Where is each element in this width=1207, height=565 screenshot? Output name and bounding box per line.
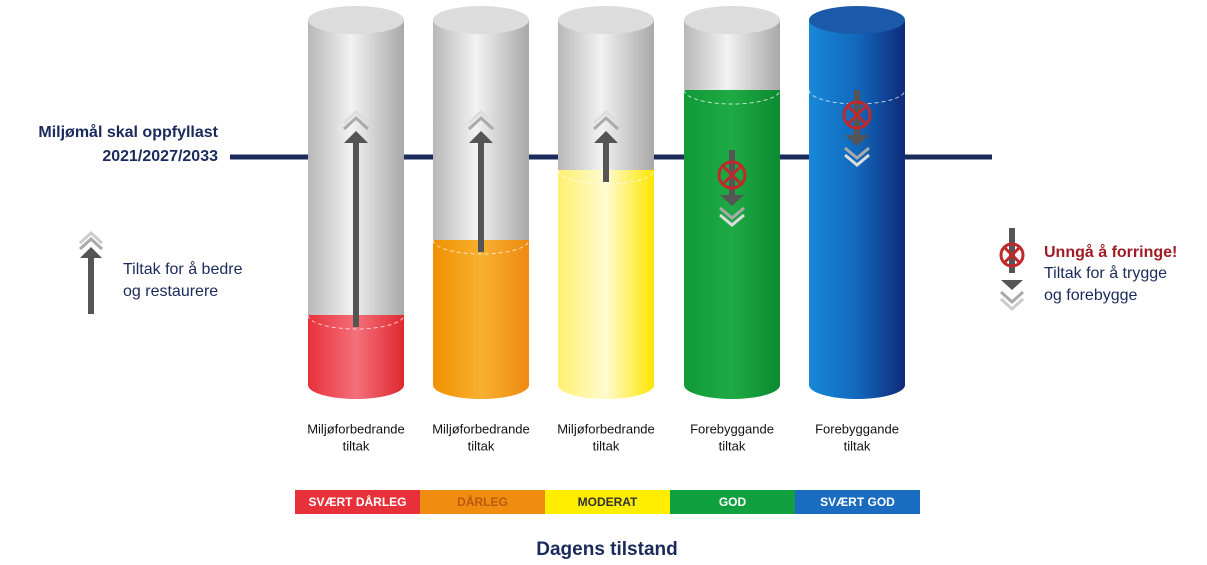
valve [842,100,872,130]
cylinder-label: tiltak [468,438,495,453]
arrow-head [845,135,869,146]
cylinder-label: tiltak [844,438,871,453]
status-label: GOD [719,495,747,509]
arrow-head [469,131,493,143]
chevron [342,109,370,125]
cylinder-top [433,6,529,34]
goal-label: 2021/2027/2033 [102,148,218,165]
valve-shaft [854,90,860,135]
status-segment [545,490,670,514]
cylinder-bottom [809,371,905,399]
footer: Dagens tilstand [536,539,677,560]
cylinder-label: tiltak [719,438,746,453]
arrow-head [344,131,368,143]
chevron [844,146,870,160]
fill-edge [557,169,655,185]
arrow-head [720,195,744,206]
status-segment [420,490,545,514]
status-bar: SVÆRT DÅRLEG DÅRLEG MODERAT GOD SVÆRT GOD [295,490,920,514]
arrow-shaft [353,140,359,327]
valve-x [722,165,742,185]
legend-text: og forebygge [1044,287,1138,304]
chevron [592,109,620,125]
cylinder-top [684,6,780,34]
cylinder-fill [684,90,780,385]
protect-icon [999,228,1025,312]
legend-text: Tiltak for å trygge [1044,264,1167,282]
fill-edge [683,89,781,105]
cylinder-label: Miljøforbedrande [432,421,530,436]
cylinder-label: Forebyggande [690,421,774,436]
cylinder-top [558,6,654,34]
chevron [592,115,620,131]
chevron [467,109,495,125]
improve-icon [78,230,104,314]
chevron [719,206,745,220]
cylinder-top [809,6,905,34]
cylinder-label: Miljøforbedrande [557,421,655,436]
status-label: SVÆRT GOD [820,495,895,509]
cylinder-label: tiltak [593,438,620,453]
cylinder-label: Miljøforbedrande [307,421,405,436]
legend-title: Unngå å forringe! [1044,243,1177,261]
valve [717,160,747,190]
cylinder-bottom [308,371,404,399]
cylinder-bottom [433,371,529,399]
status-label: MODERAT [578,495,638,509]
arrow-head [594,131,618,143]
cylinder-top [308,6,404,34]
status-label: DÅRLEG [457,494,508,509]
fill-edge [307,314,405,330]
fill-edge [432,239,530,255]
cylinder-fill [558,170,654,385]
legend-text: Tiltak for å bedre [123,260,243,278]
cylinder-label: tiltak [343,438,370,453]
chevron [467,115,495,131]
cylinder-label: Forebyggande [815,421,899,436]
status-label: SVÆRT DÅRLEG [308,494,406,509]
cylinders: Miljøforbedrande tiltak Miljøforbedrande ti… [307,6,906,453]
valve-shaft [729,150,735,195]
chevron [844,153,870,167]
valve-x [847,105,867,125]
legend-text: og restaurere [123,283,218,300]
cylinder-fill [809,20,905,385]
cylinder-bottom [684,371,780,399]
cylinder-bottom [558,371,654,399]
goal-label: Miljømål skal oppfyllast [38,123,218,141]
arrow-shaft [478,140,484,252]
chevron [342,115,370,131]
status-segment [670,490,795,514]
chevron [719,213,745,227]
status-segment [795,490,920,514]
cylinder-fill [433,240,529,385]
status-segment [295,490,420,514]
arrow-shaft [603,140,609,182]
